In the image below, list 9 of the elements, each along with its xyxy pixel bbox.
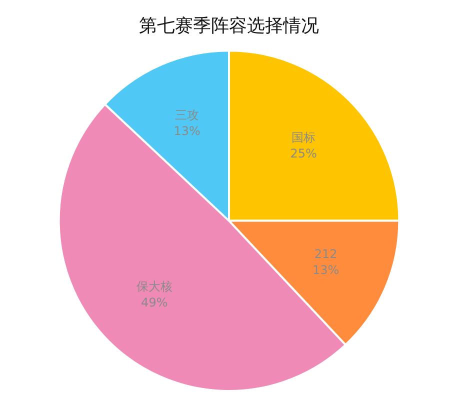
data-label: 13% <box>312 262 340 277</box>
chart-title: 第七赛季阵容选择情况 <box>139 15 319 36</box>
slice-label: 212 <box>314 246 338 261</box>
slice-label: 国标 <box>292 130 316 144</box>
data-label: 25% <box>290 146 317 160</box>
slice-label: 三攻 <box>175 108 200 122</box>
data-label: 13% <box>174 124 200 138</box>
slice-label: 保大核 <box>136 280 172 294</box>
data-label: 49% <box>141 296 168 310</box>
